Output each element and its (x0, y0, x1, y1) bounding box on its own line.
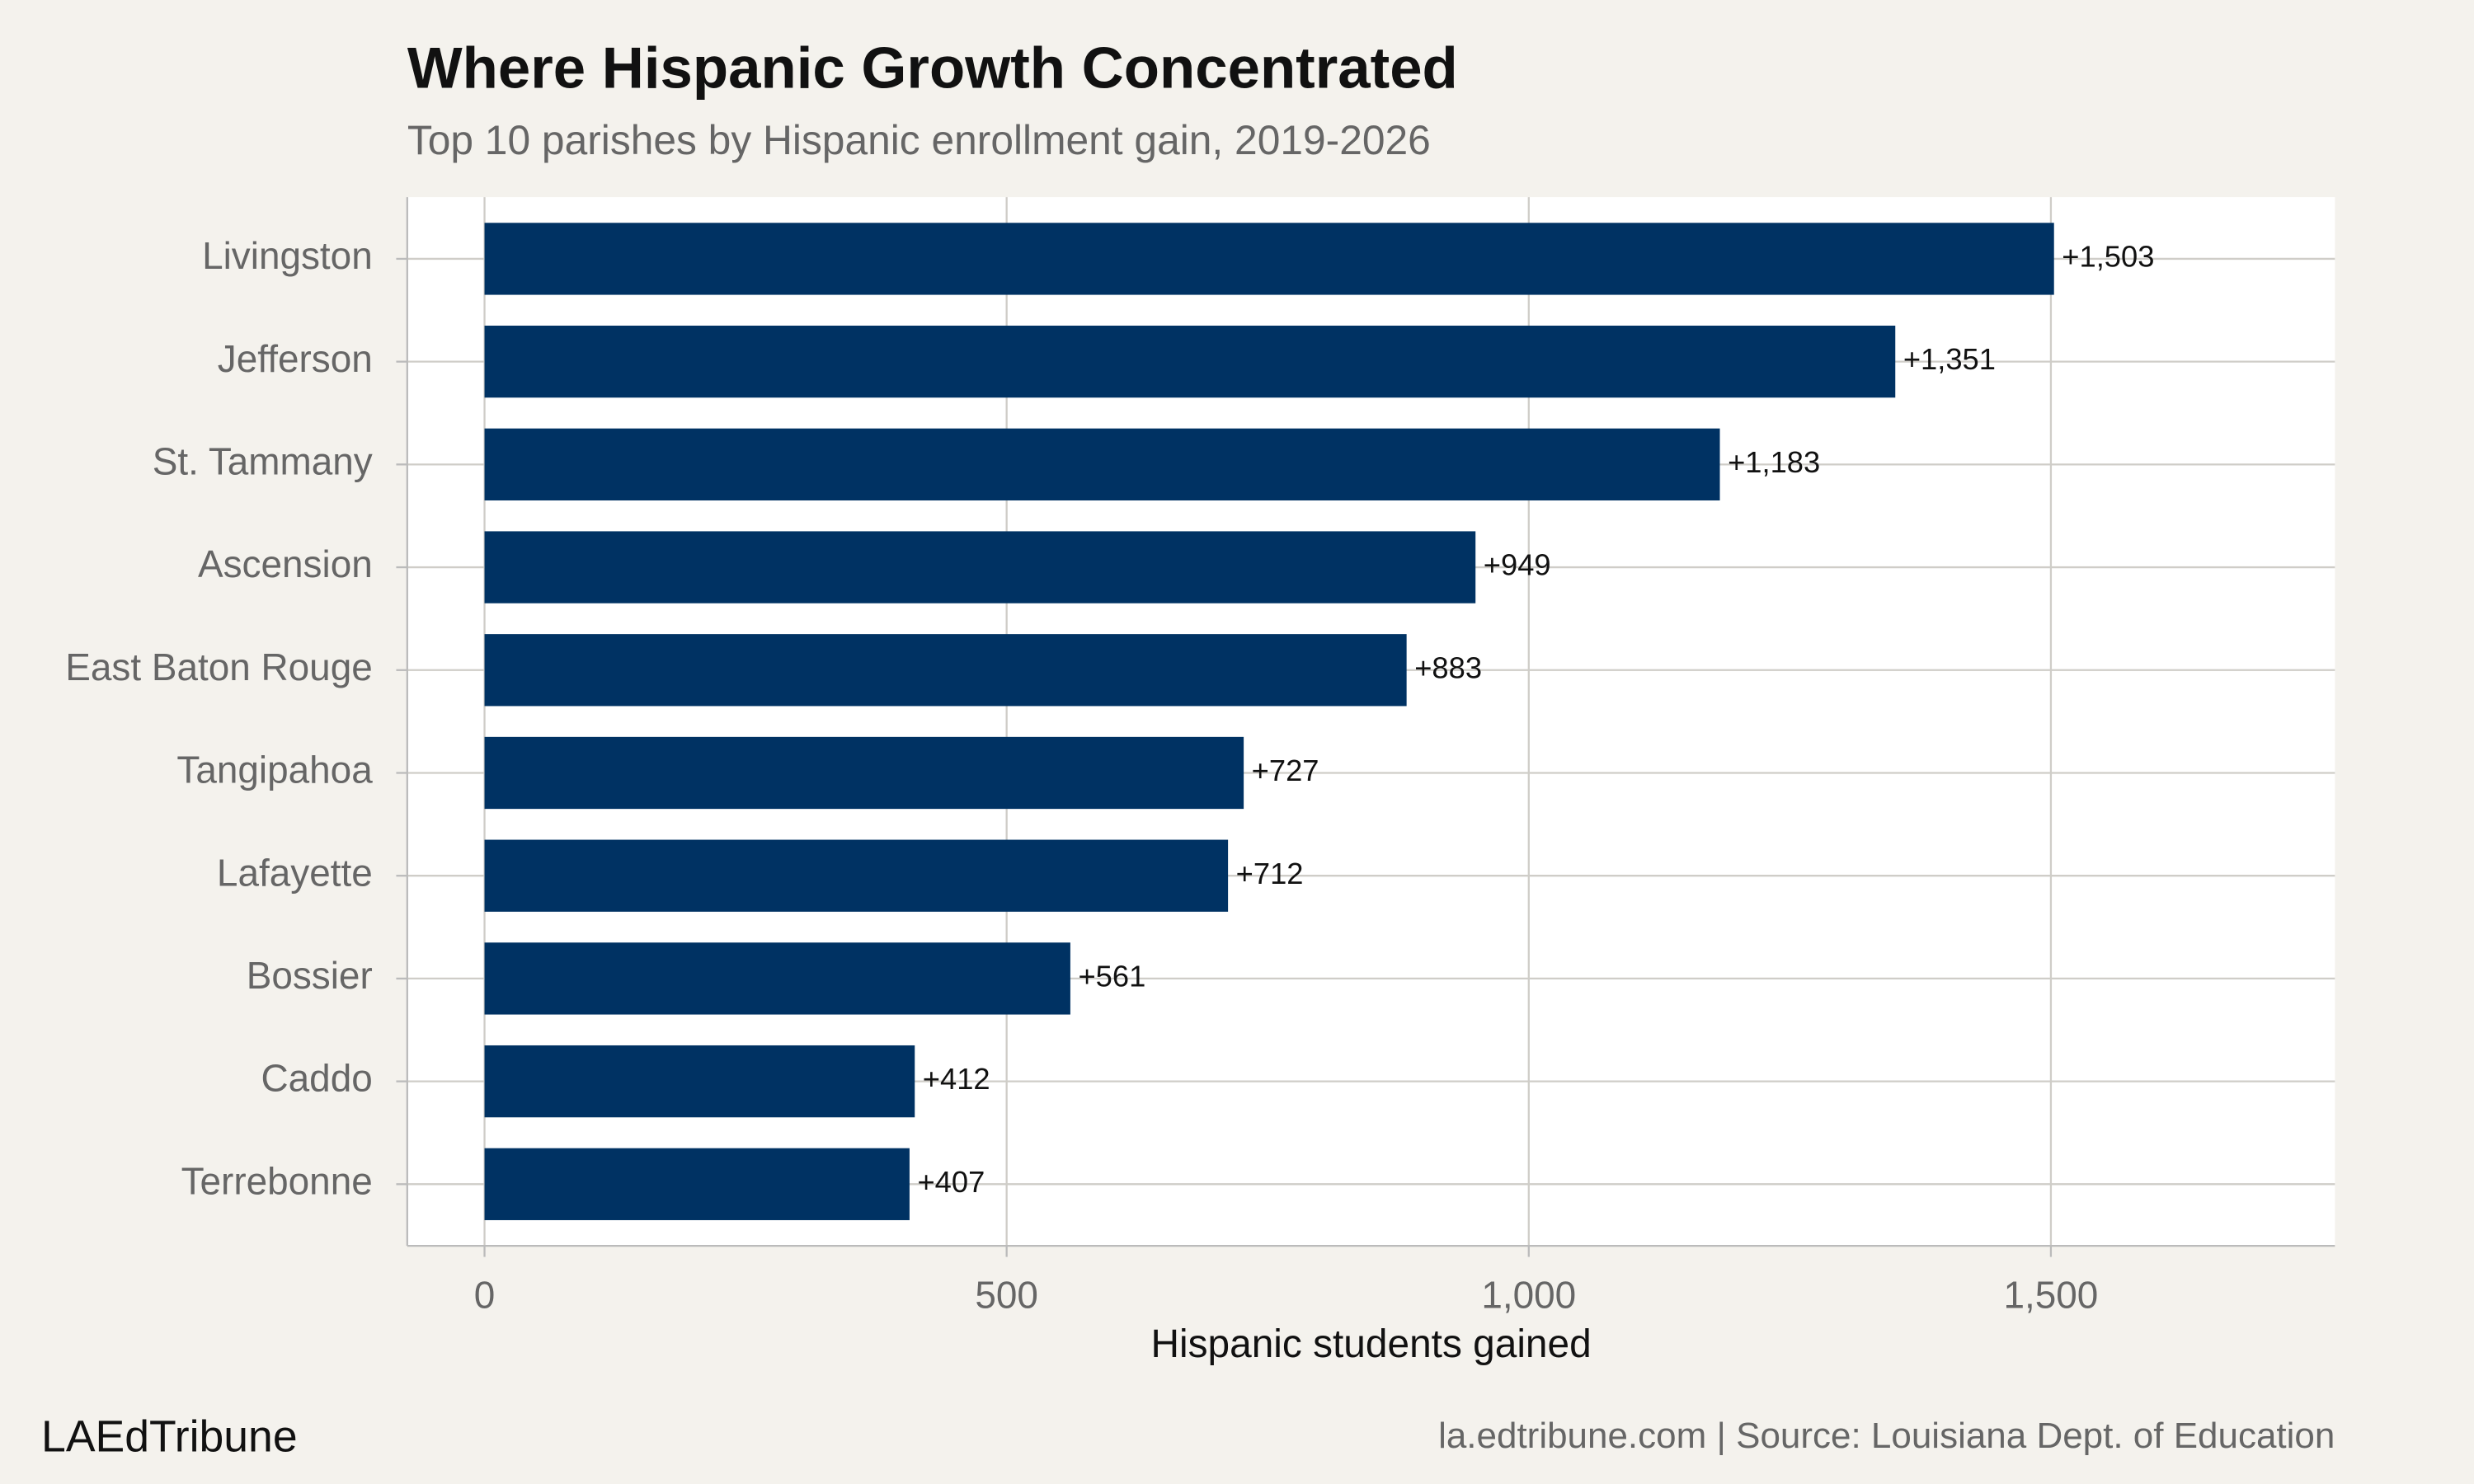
y-tick-label: Tangipahoa (176, 749, 373, 791)
value-label: +407 (917, 1165, 985, 1199)
bar (484, 634, 1407, 707)
bar (484, 1045, 915, 1118)
value-label: +412 (923, 1062, 990, 1096)
x-tick-label: 1,000 (1481, 1273, 1576, 1316)
y-tick-label: Jefferson (218, 337, 373, 380)
y-tick-label: Ascension (198, 542, 373, 585)
y-tick-label: Caddo (261, 1057, 373, 1100)
value-label: +949 (1484, 548, 1551, 582)
value-label: +712 (1236, 857, 1304, 890)
y-tick-label: Terrebonne (181, 1159, 373, 1202)
y-tick-label: Livingston (202, 234, 373, 277)
source: la.edtribune.com | Source: Louisiana Dep… (1438, 1416, 2335, 1456)
x-tick-label: 1,500 (2004, 1273, 2099, 1316)
value-label: +561 (1078, 960, 1145, 993)
y-tick-label: Lafayette (217, 851, 373, 894)
value-label: +727 (1252, 754, 1319, 787)
bar (484, 736, 1244, 810)
bar (484, 223, 2054, 295)
x-axis-title: Hispanic students gained (1150, 1322, 1591, 1366)
brand: LAEdTribune (41, 1413, 298, 1462)
value-label: +1,503 (2062, 240, 2154, 274)
y-tick-label: East Baton Rouge (65, 646, 372, 688)
x-tick-label: 500 (975, 1273, 1038, 1316)
value-label: +1,351 (1903, 342, 1996, 376)
y-tick-label: St. Tammany (153, 439, 373, 482)
chart-subtitle: Top 10 parishes by Hispanic enrollment g… (407, 117, 1431, 163)
chart-title: Where Hispanic Growth Concentrated (407, 35, 1458, 101)
y-tick-label: Bossier (247, 954, 373, 997)
x-tick-label: 0 (474, 1273, 496, 1316)
bar (484, 1148, 910, 1220)
bar (484, 839, 1229, 912)
value-label: +883 (1414, 650, 1482, 684)
bar (484, 942, 1070, 1015)
bar (484, 428, 1720, 501)
bar (484, 531, 1476, 603)
value-label: +1,183 (1728, 445, 1820, 479)
bar (484, 325, 1896, 398)
